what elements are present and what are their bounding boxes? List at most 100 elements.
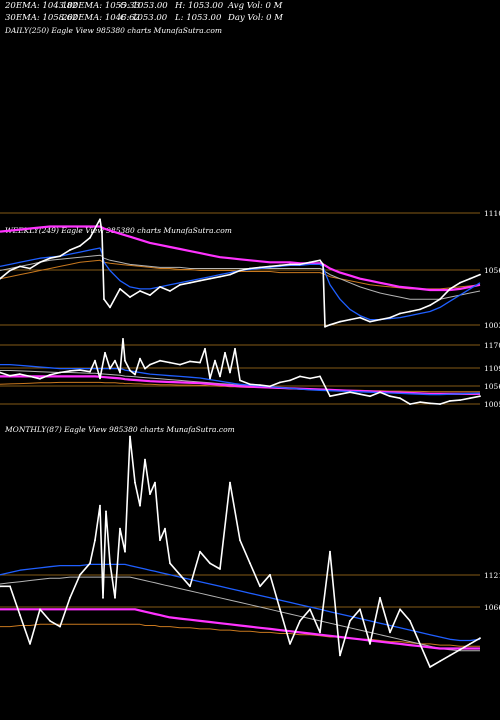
price-point: [59, 371, 61, 374]
price-point: [69, 596, 71, 599]
price-point: [409, 403, 411, 405]
price-point: [219, 375, 221, 378]
price-point: [259, 585, 261, 588]
price-point: [149, 363, 151, 366]
y-tick-label: 1056: [484, 382, 500, 391]
price-point: [449, 654, 451, 657]
price-point: [329, 395, 331, 398]
header-day-vol: Day Vol: 0 M: [227, 13, 283, 23]
ema-orange-line: [0, 623, 480, 647]
price-point: [419, 401, 421, 403]
price-point: [379, 391, 381, 394]
header-close: C: 1053.00: [120, 13, 168, 23]
price-point: [169, 361, 171, 364]
price-point: [99, 504, 101, 507]
price-point: [209, 377, 211, 380]
price-point: [419, 643, 421, 645]
price-point: [139, 504, 141, 507]
panel-label: MONTHLY(87) Eagle View 985380 charts Mun…: [4, 425, 235, 434]
price-point: [159, 286, 161, 288]
panel-2: 1170 1109 1056 1005: [0, 338, 500, 409]
price-point: [329, 323, 331, 326]
price-point: [259, 384, 261, 386]
ema-grey-line: [0, 254, 481, 300]
header-avg-vol: Avg Vol: 0 M: [227, 1, 283, 11]
price-point: [19, 373, 21, 375]
price-point: [79, 369, 81, 371]
price-point: [199, 361, 201, 364]
price-point: [339, 393, 341, 396]
price-point: [259, 266, 261, 269]
price-point: [269, 265, 271, 268]
y-tick-label: 1109: [484, 364, 500, 373]
price-point: [249, 562, 251, 565]
price-point: [129, 296, 131, 298]
ema-magenta-line: [0, 375, 480, 395]
price-point: [219, 275, 221, 278]
price-point: [99, 218, 101, 221]
price-point: [149, 493, 151, 495]
price-point: [94, 359, 96, 362]
price-point: [189, 585, 191, 588]
price-point: [124, 359, 126, 362]
price-point: [469, 277, 471, 280]
price-point: [219, 568, 221, 570]
price-point: [329, 550, 331, 553]
price-point: [179, 283, 181, 286]
header-open: O: 1053.00: [120, 1, 168, 11]
price-point: [449, 400, 451, 402]
price-point: [309, 377, 311, 380]
price-point: [0, 585, 1, 588]
price-point: [29, 375, 31, 378]
price-point: [204, 347, 206, 350]
price-point: [234, 347, 236, 350]
price-point: [129, 435, 131, 438]
price-point: [319, 259, 321, 262]
price-point: [379, 318, 381, 321]
price-point: [0, 371, 1, 374]
price-point: [479, 395, 481, 398]
price-point: [409, 310, 411, 313]
price-point: [109, 367, 111, 370]
price-point: [39, 377, 41, 380]
price-point: [279, 264, 281, 267]
price-point: [229, 371, 231, 374]
price-point: [399, 397, 401, 400]
price-point: [319, 631, 321, 634]
price-point: [369, 395, 371, 398]
ema-magenta-line: [0, 225, 481, 292]
price-point: [279, 381, 281, 384]
daily-panel-label: DAILY(250) Eagle View 985380 charts Muna…: [4, 26, 222, 35]
price-point: [249, 383, 251, 386]
price-point: [99, 377, 101, 380]
price-point: [49, 620, 51, 622]
y-tick-label: 1066: [484, 603, 500, 612]
price-point: [0, 277, 1, 280]
price-point: [114, 359, 116, 362]
price-point: [139, 357, 141, 360]
price-point: [59, 255, 61, 258]
price-point: [429, 304, 431, 307]
price-point: [389, 631, 391, 634]
price-point: [299, 375, 301, 378]
price-point: [89, 236, 91, 239]
price-point: [179, 573, 181, 576]
price-point: [379, 596, 381, 599]
price-point: [169, 290, 171, 292]
price-point: [279, 608, 281, 611]
y-tick-label: 1170: [484, 341, 500, 350]
price-point: [79, 245, 81, 247]
price-point: [449, 288, 451, 290]
ema-orange-line: [0, 259, 481, 290]
price-point: [319, 375, 321, 378]
price-point: [369, 643, 371, 645]
price-point: [409, 620, 411, 622]
price-point: [289, 379, 291, 382]
header-ema200: 200EMA: 1046.62: [61, 13, 140, 23]
price-point: [439, 660, 441, 663]
price-point: [159, 359, 161, 362]
price-line: [0, 218, 481, 328]
panel-label: WEEKLY(249) Eagle View 985380 charts Mun…: [5, 226, 232, 235]
price-point: [239, 539, 241, 542]
